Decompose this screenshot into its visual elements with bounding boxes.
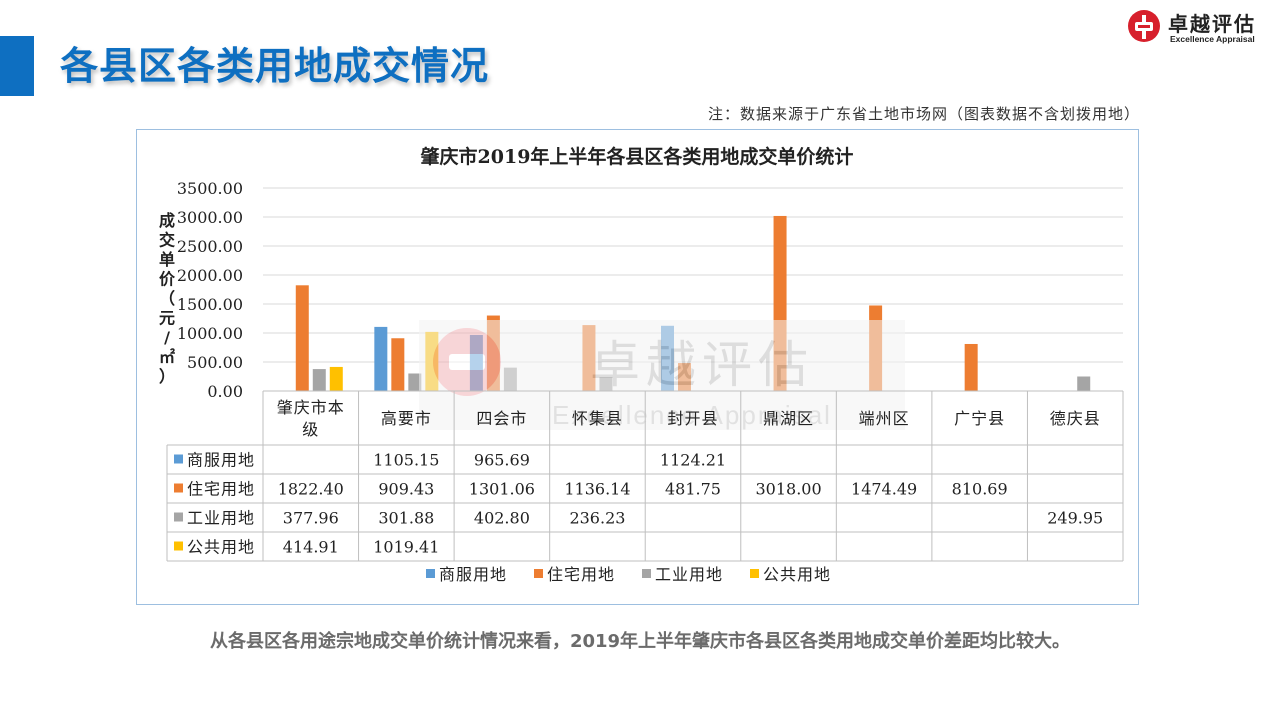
watermark-text-en: Excellence Appraisal	[552, 400, 832, 430]
y-axis-label-char: 单	[159, 250, 175, 269]
table-value: 481.75	[665, 480, 721, 499]
y-tick-label: 3000.00	[177, 208, 243, 227]
watermark-backdrop	[419, 320, 905, 430]
table-series-name: 住宅用地	[187, 480, 255, 499]
x-category-label: 级	[302, 420, 319, 439]
x-category-label: 四会市	[476, 409, 527, 428]
bar	[329, 366, 343, 391]
logo-name-en: Excellence Appraisal	[1170, 34, 1255, 44]
x-category-label: 端州区	[859, 409, 910, 428]
bar	[1077, 376, 1091, 391]
watermark: 卓越评估 Excellence Appraisal	[419, 320, 905, 430]
legend-swatch	[426, 569, 435, 578]
y-tick-label: 1500.00	[177, 295, 243, 314]
table-series-name: 商服用地	[187, 451, 255, 470]
legend: 商服用地 住宅用地 工业用地 公共用地	[426, 565, 831, 584]
bar	[964, 343, 978, 391]
y-axis-label-char: ）	[159, 367, 175, 386]
table-value: 965.69	[474, 451, 530, 470]
bar	[391, 338, 405, 391]
x-category-label: 肇庆市本	[277, 398, 345, 417]
table-value: 414.91	[283, 538, 339, 557]
bar	[295, 285, 309, 391]
legend-label: 商服用地	[439, 565, 507, 584]
x-category-label: 怀集县	[572, 409, 623, 428]
y-tick-label: 500.00	[187, 353, 243, 372]
table-value: 909.43	[378, 480, 434, 499]
y-tick-label: 0.00	[207, 382, 243, 401]
bar-chart: 肇庆市2019年上半年各县区各类用地成交单价统计 成交单价（元/㎡） 0.00 5…	[159, 145, 1124, 584]
bar	[374, 326, 388, 391]
y-tick-label: 2000.00	[177, 266, 243, 285]
y-axis-label-char: 元	[159, 309, 175, 328]
x-category-label: 鼎湖区	[763, 409, 814, 428]
legend-swatch	[750, 569, 759, 578]
y-axis-label-char: 成	[159, 211, 175, 230]
table-value: 1124.21	[660, 451, 726, 470]
table-value: 1136.14	[564, 480, 630, 499]
table-series-name: 工业用地	[187, 509, 255, 528]
table-value: 1019.41	[373, 538, 439, 557]
legend-swatch	[534, 569, 543, 578]
y-axis-ticks: 0.00 500.00 1000.00 1500.00 2000.00 2500.00 30…	[177, 179, 243, 401]
company-logo-icon	[1128, 10, 1160, 42]
logo-name-cn: 卓越评估	[1168, 12, 1256, 36]
y-axis-label: 成交单价（元/㎡）	[159, 211, 176, 386]
table-series-swatch	[174, 541, 183, 551]
x-category-label: 德庆县	[1050, 409, 1101, 428]
table-value: 402.80	[474, 509, 530, 528]
x-category-label: 封开县	[667, 409, 718, 428]
bar	[408, 373, 422, 391]
bar	[312, 369, 326, 391]
watermark-logo-glyph	[449, 354, 485, 370]
summary-caption: 从各县区各用途宗地成交单价统计情况来看，2019年上半年肇庆市各县区各类用地成交…	[209, 631, 1071, 652]
table-value: 236.23	[569, 509, 625, 528]
table-value: 1822.40	[278, 480, 344, 499]
table-value: 301.88	[378, 509, 434, 528]
chart-frame: 肇庆市2019年上半年各县区各类用地成交单价统计 成交单价（元 / ㎡） 0.00 5…	[136, 129, 1139, 605]
watermark-text-cn: 卓越评估	[590, 336, 814, 394]
table-value: 1105.15	[373, 451, 439, 470]
legend-label: 住宅用地	[547, 565, 615, 584]
y-axis-label-char: 交	[159, 231, 175, 250]
table-value: 1301.06	[469, 480, 535, 499]
chart-title: 肇庆市2019年上半年各县区各类用地成交单价统计	[421, 145, 854, 168]
company-logo: 卓越评估 Excellence Appraisal	[1126, 6, 1276, 46]
x-category-label: 高要市	[381, 409, 432, 428]
y-tick-label: 2500.00	[177, 237, 243, 256]
table-series-name: 公共用地	[187, 538, 255, 557]
table-value: 3018.00	[755, 480, 821, 499]
y-axis-label-char: ㎡	[159, 348, 175, 367]
legend-label: 公共用地	[763, 565, 831, 584]
y-axis-label-char: 价	[159, 270, 176, 289]
legend-swatch	[642, 569, 651, 578]
table-series-swatch	[174, 512, 183, 522]
y-tick-label: 3500.00	[177, 179, 243, 198]
table-series-swatch	[174, 454, 183, 464]
x-category-label: 广宁县	[954, 409, 1005, 428]
table-value: 249.95	[1047, 509, 1103, 528]
table-value: 1474.49	[851, 480, 917, 499]
legend-label: 工业用地	[655, 565, 723, 584]
table-value: 810.69	[952, 480, 1008, 499]
table-value: 377.96	[283, 509, 339, 528]
data-source-note: 注：数据来源于广东省土地市场网（图表数据不含划拨用地）	[707, 105, 1140, 123]
table-series-swatch	[174, 483, 183, 493]
y-axis-label-char: /	[164, 328, 170, 347]
page-title: 各县区各类用地成交情况	[60, 44, 490, 88]
y-tick-label: 1000.00	[177, 324, 243, 343]
y-axis-label-char: （	[159, 289, 175, 308]
title-accent-bar	[0, 36, 34, 96]
